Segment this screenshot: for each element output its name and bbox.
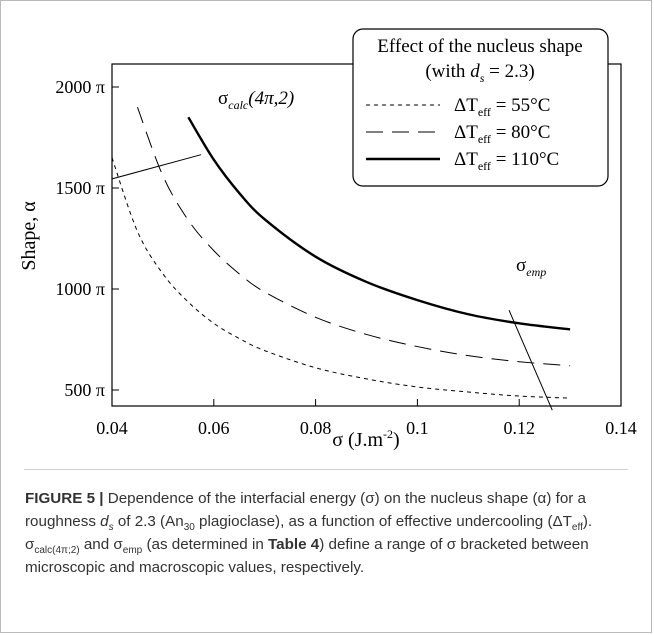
legend-box	[352, 28, 609, 187]
tick-group	[111, 86, 622, 406]
series-line	[111, 157, 571, 399]
legend-label: ΔTeff = 55°C	[454, 95, 550, 119]
y-tick-label: 500 π	[64, 380, 105, 400]
y-tick-label: 1500 π	[55, 178, 105, 198]
annotation-sigma-emp: σemp	[516, 255, 546, 279]
annotation-sigma-calc: σcalc(4π,2)	[218, 88, 294, 112]
series-group	[111, 107, 571, 399]
tick-label-group: 0.04 0.06 0.08 0.1 0.12 0.14 500 π 1000 π 1500 π…	[55, 77, 636, 438]
legend-title-line1: Effect of the nucleus shape	[377, 36, 582, 57]
x-tick-label: 0.14	[605, 418, 637, 438]
x-tick-label: 0.06	[198, 418, 230, 438]
legend: Effect of the nucleus shape (with ds = 2…	[352, 28, 609, 187]
legend-label: ΔTeff = 110°C	[454, 149, 559, 173]
y-tick-label: 1000 π	[55, 279, 105, 299]
legend-title-line2: (with ds = 2.3)	[425, 61, 534, 85]
y-tick-label: 2000 π	[55, 77, 105, 97]
x-tick-label: 0.12	[503, 418, 535, 438]
y-axis-title: Shape, α	[18, 201, 40, 271]
table-reference: Table 4	[268, 536, 320, 553]
x-tick-label: 0.08	[300, 418, 332, 438]
x-tick-label: 0.04	[96, 418, 128, 438]
annotation-leader-line	[111, 154, 202, 180]
caption-label: FIGURE 5 |	[25, 490, 104, 507]
x-axis-title: σ (J.m-2)	[332, 427, 399, 451]
legend-label: ΔTeff = 80°C	[454, 122, 550, 146]
annotation-group: σcalc(4π,2) σemp	[111, 88, 553, 411]
caption-separator	[24, 469, 628, 470]
series-line	[136, 107, 571, 367]
series-line	[187, 116, 571, 331]
chart-svg: 0.04 0.06 0.08 0.1 0.12 0.14 500 π 1000 π 1500 π…	[18, 28, 637, 451]
figure-caption: FIGURE 5 | Dependence of the interfacial…	[25, 490, 593, 576]
annotation-leader-line	[508, 310, 553, 411]
x-tick-label: 0.1	[406, 418, 429, 438]
